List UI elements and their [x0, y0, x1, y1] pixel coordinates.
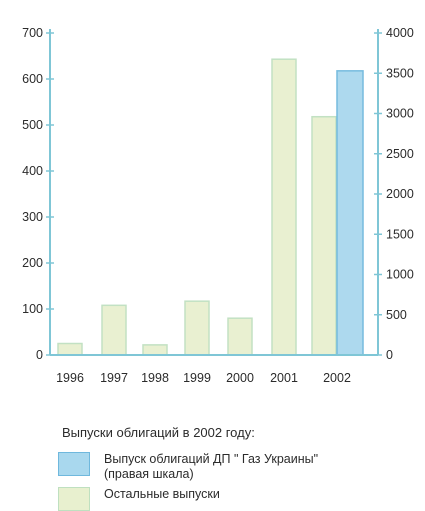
- right-tick-label-2000: 2000: [386, 187, 414, 201]
- x-tick-label-2000: 2000: [226, 371, 254, 385]
- right-tick-label-4000: 4000: [386, 26, 414, 40]
- x-tick-label-1996: 1996: [56, 371, 84, 385]
- x-tick-label-1998: 1998: [141, 371, 169, 385]
- legend-swatch-other: [58, 487, 90, 511]
- right-tick-label-3000: 3000: [386, 107, 414, 121]
- right-tick-label-500: 500: [386, 308, 407, 322]
- bar-other-1998: [142, 344, 168, 356]
- right-tick-label-0: 0: [386, 348, 393, 362]
- left-tick-label-500: 500: [22, 118, 43, 132]
- bar-other-1999: [184, 300, 210, 356]
- bar-gaz-2002: [336, 70, 364, 356]
- x-tick-label-1999: 1999: [183, 371, 211, 385]
- legend-label-gaz: Выпуск облигаций ДП " Газ Украины" (прав…: [104, 452, 319, 481]
- left-tick-label-0: 0: [36, 348, 43, 362]
- bar-other-1996: [57, 342, 83, 356]
- bar-other-2001: [271, 58, 297, 356]
- left-tick-label-100: 100: [22, 302, 43, 316]
- left-tick-label-600: 600: [22, 72, 43, 86]
- left-tick-label-200: 200: [22, 256, 43, 270]
- right-tick-label-1500: 1500: [386, 227, 414, 241]
- bar-other-1997: [101, 304, 127, 356]
- legend-item-other: Остальные выпуски: [58, 487, 220, 511]
- bond-issues-chart: 0 100 200 300 400 500 600 700 0 500 1000 1500 2000 25…: [22, 26, 414, 385]
- x-tick-label-1997: 1997: [100, 371, 128, 385]
- x-tick-label-2002: 2002: [323, 371, 351, 385]
- bar-other-2000: [227, 317, 253, 356]
- left-tick-label-400: 400: [22, 164, 43, 178]
- left-tick-label-300: 300: [22, 210, 43, 224]
- right-tick-label-1000: 1000: [386, 268, 414, 282]
- x-tick-label-2001: 2001: [270, 371, 298, 385]
- legend-label-other: Остальные выпуски: [104, 487, 220, 501]
- legend-item-gaz: Выпуск облигаций ДП " Газ Украины" (прав…: [58, 452, 318, 482]
- legend-swatch-gaz: [58, 452, 90, 476]
- legend-caption: Выпуски облигаций в 2002 году:: [62, 425, 255, 440]
- left-tick-label-700: 700: [22, 26, 43, 40]
- bar-other-2002: [311, 115, 337, 356]
- right-tick-label-3500: 3500: [386, 66, 414, 80]
- right-tick-label-2500: 2500: [386, 147, 414, 161]
